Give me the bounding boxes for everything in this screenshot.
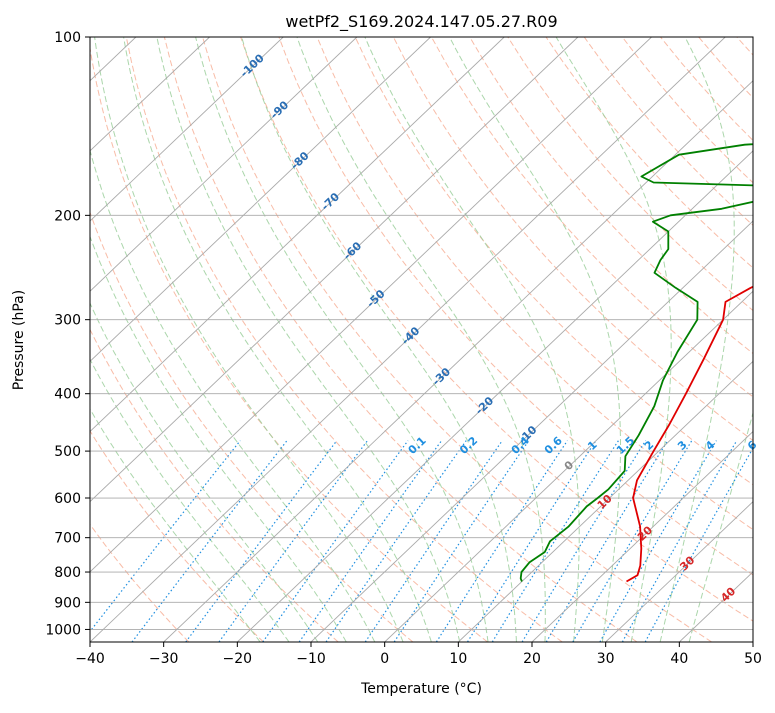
y-tick-label: 400 (54, 387, 81, 403)
y-tick-label: 500 (54, 444, 81, 460)
y-tick-label: 100 (54, 30, 81, 46)
chart-title: wetPf2_S169.2024.147.05.27.R09 (285, 12, 557, 32)
x-tick-label: 20 (523, 651, 541, 667)
x-tick-label: −20 (223, 651, 253, 667)
x-tick-label: 10 (449, 651, 467, 667)
x-tick-label: −40 (75, 651, 105, 667)
y-tick-label: 1000 (45, 622, 81, 638)
y-tick-label: 600 (54, 491, 81, 507)
y-tick-label: 700 (54, 531, 81, 547)
y-tick-label: 300 (54, 313, 81, 329)
x-tick-label: 30 (597, 651, 615, 667)
y-tick-label: 900 (54, 595, 81, 611)
y-axis-label: Pressure (hPa) (11, 290, 27, 390)
x-tick-label: −30 (149, 651, 179, 667)
y-tick-label: 800 (54, 565, 81, 581)
x-tick-label: 40 (670, 651, 688, 667)
y-tick-label: 200 (54, 208, 81, 224)
x-tick-label: 50 (744, 651, 762, 667)
x-axis-label: Temperature (°C) (360, 681, 482, 697)
x-tick-label: 0 (380, 651, 389, 667)
x-tick-label: −10 (296, 651, 326, 667)
